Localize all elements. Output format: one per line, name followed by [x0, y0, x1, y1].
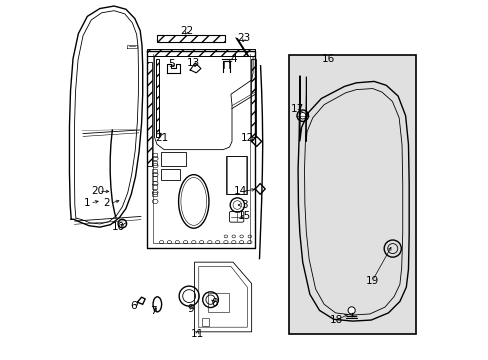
Bar: [226, 157, 245, 194]
Bar: [157, 35, 224, 42]
Text: 16: 16: [321, 54, 334, 64]
Bar: [151, 176, 157, 181]
Text: 7: 7: [150, 306, 156, 316]
Text: 2: 2: [103, 198, 110, 208]
Text: 9: 9: [186, 304, 193, 314]
Text: 1: 1: [84, 198, 90, 208]
Bar: [225, 156, 246, 194]
Text: 8: 8: [210, 298, 217, 308]
Bar: [160, 168, 180, 180]
Bar: [207, 293, 228, 312]
Text: 19: 19: [365, 276, 378, 286]
Circle shape: [347, 307, 354, 314]
Text: 17: 17: [290, 104, 304, 114]
Text: 21: 21: [155, 133, 168, 143]
Bar: [151, 184, 157, 189]
Bar: [147, 49, 255, 56]
Bar: [288, 55, 415, 334]
Text: 10: 10: [112, 222, 125, 232]
Text: 13: 13: [187, 58, 200, 68]
Circle shape: [299, 112, 305, 119]
Bar: [151, 153, 157, 157]
Text: 6: 6: [130, 301, 137, 311]
Text: 14: 14: [233, 186, 246, 197]
Text: 3: 3: [241, 200, 247, 210]
Text: 12: 12: [240, 133, 253, 143]
Text: 18: 18: [329, 315, 343, 325]
Text: 4: 4: [230, 54, 237, 64]
Bar: [147, 62, 151, 166]
Bar: [151, 161, 157, 165]
Bar: [250, 59, 256, 137]
Bar: [156, 59, 159, 137]
Text: 11: 11: [190, 329, 203, 339]
Text: 20: 20: [91, 186, 103, 197]
Text: 5: 5: [167, 59, 174, 69]
Bar: [202, 318, 209, 327]
Text: 23: 23: [237, 33, 250, 43]
Text: 22: 22: [180, 26, 193, 36]
Text: 15: 15: [237, 211, 251, 221]
Bar: [160, 152, 186, 166]
Bar: [151, 192, 157, 197]
Bar: [151, 168, 157, 173]
